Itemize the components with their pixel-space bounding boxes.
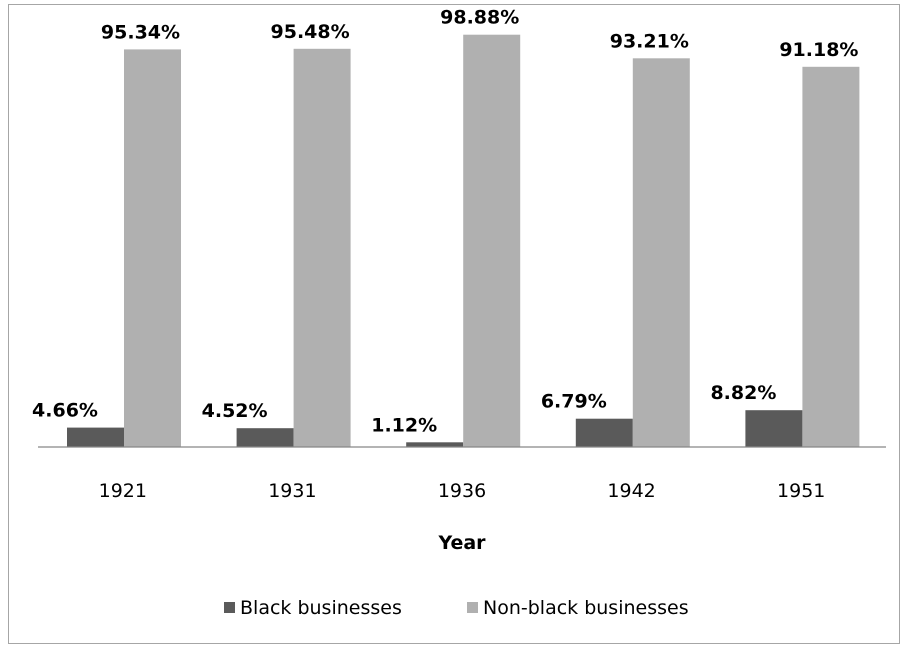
bar-non-black-1931 <box>293 48 351 448</box>
x-tick-labels: 1921 1931 1936 1942 1951 <box>99 480 826 502</box>
legend-label-non-black: Non-black businesses <box>483 597 689 619</box>
data-label-non-black-1936: 98.88% <box>440 7 519 29</box>
x-tick-label-1951: 1951 <box>777 480 825 502</box>
data-label-black-1931: 4.52% <box>202 400 268 422</box>
bar-non-black-1942 <box>632 58 690 448</box>
legend-swatch-black <box>224 602 235 613</box>
data-label-non-black-1951: 91.18% <box>779 39 858 61</box>
x-tick-label-1921: 1921 <box>99 480 147 502</box>
legend-swatch-non-black <box>467 602 478 613</box>
bar-black-1931 <box>236 428 294 447</box>
bar-black-1942 <box>575 418 633 447</box>
bar-non-black-1951 <box>802 66 860 448</box>
data-label-non-black-1942: 93.21% <box>610 30 689 52</box>
x-tick-label-1936: 1936 <box>438 480 486 502</box>
data-label-black-1921: 4.66% <box>32 400 98 422</box>
x-axis-title: Year <box>437 532 486 554</box>
bar-non-black-1921 <box>124 49 181 448</box>
data-label-black-1951: 8.82% <box>710 382 776 404</box>
bar-black-1921 <box>67 427 124 447</box>
bar-black-1951 <box>745 410 803 447</box>
bar-black-1936 <box>406 442 464 447</box>
bars-layer <box>67 34 860 448</box>
bar-non-black-1936 <box>463 34 521 447</box>
legend: Black businesses Non-black businesses <box>224 597 689 619</box>
x-tick-label-1942: 1942 <box>607 480 655 502</box>
data-label-non-black-1931: 95.48% <box>271 21 350 43</box>
data-label-black-1936: 1.12% <box>371 414 437 436</box>
data-label-black-1942: 6.79% <box>541 391 607 413</box>
data-labels-layer: 4.66% 95.34% 4.52% 95.48% 1.12% 98.88% 6.79% 93… <box>32 7 858 437</box>
data-label-non-black-1921: 95.34% <box>101 21 180 43</box>
x-tick-label-1931: 1931 <box>268 480 316 502</box>
legend-label-black: Black businesses <box>240 597 402 619</box>
